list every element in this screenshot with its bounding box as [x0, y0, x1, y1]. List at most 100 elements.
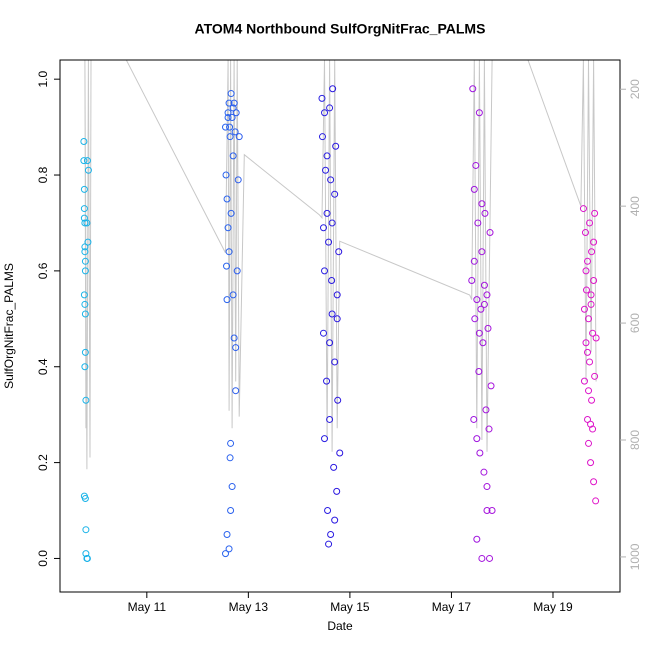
data-point — [477, 305, 485, 313]
data-point — [82, 396, 90, 404]
data-point — [482, 406, 490, 414]
data-point — [582, 339, 590, 347]
data-point — [333, 291, 341, 299]
y2-tick-label: 400 — [628, 196, 642, 216]
data-point — [231, 128, 239, 136]
data-point — [587, 459, 595, 467]
data-point — [479, 339, 487, 347]
data-point — [330, 463, 338, 471]
data-point — [585, 387, 593, 395]
data-point — [329, 85, 337, 93]
data-point — [222, 550, 230, 558]
data-point — [80, 205, 88, 213]
y2-tick-label: 200 — [628, 79, 642, 99]
data-point — [81, 300, 89, 308]
data-point — [81, 243, 89, 251]
data-point — [229, 152, 237, 160]
data-point — [84, 238, 92, 246]
data-point — [322, 166, 330, 174]
data-point — [584, 348, 592, 356]
x-axis-label: Date — [327, 619, 353, 633]
data-point — [336, 449, 344, 457]
data-point — [326, 415, 334, 423]
data-point — [321, 267, 329, 275]
data-point — [223, 195, 231, 203]
data-point — [319, 329, 327, 337]
data-point — [81, 310, 89, 318]
data-point — [325, 540, 333, 548]
pressure-line — [84, 60, 597, 470]
y-tick-label: 1.0 — [36, 71, 50, 88]
data-point — [486, 229, 494, 237]
data-point — [224, 109, 232, 117]
data-point — [483, 507, 491, 515]
data-point — [81, 495, 89, 503]
y2-tick-label: 800 — [628, 430, 642, 450]
data-point — [475, 368, 483, 376]
data-point — [80, 157, 88, 165]
data-point — [590, 276, 598, 284]
data-point — [581, 229, 589, 237]
data-point — [225, 248, 233, 256]
data-point — [486, 554, 494, 562]
data-point — [478, 554, 486, 562]
data-point — [470, 257, 478, 265]
data-point — [82, 550, 90, 558]
data-point — [318, 133, 326, 141]
data-point — [227, 209, 235, 217]
data-point — [223, 530, 231, 538]
data-point — [483, 483, 491, 491]
data-point — [235, 133, 243, 141]
data-point — [225, 99, 233, 107]
data-point — [333, 487, 341, 495]
data-point — [81, 257, 89, 265]
data-point — [473, 435, 481, 443]
data-point — [476, 449, 484, 457]
data-point — [233, 267, 241, 275]
data-point — [478, 248, 486, 256]
data-point — [480, 281, 488, 289]
chart-title: ATOM4 Northbound SulfOrgNitFrac_PALMS — [195, 21, 486, 37]
y-axis-label: SulfOrgNitFrac_PALMS — [2, 263, 16, 389]
data-point — [586, 219, 594, 227]
data-point — [584, 415, 592, 423]
data-point — [80, 137, 88, 145]
data-point — [323, 152, 331, 160]
data-point — [323, 209, 331, 217]
data-point — [82, 526, 90, 534]
data-point — [584, 257, 592, 265]
data-point — [227, 439, 235, 447]
data-point — [484, 324, 492, 332]
data-point — [472, 161, 480, 169]
data-point — [229, 104, 237, 112]
data-point — [580, 305, 588, 313]
data-point — [222, 123, 230, 131]
x-tick-label: May 19 — [533, 600, 573, 614]
data-point — [471, 315, 479, 323]
plot-frame — [59, 59, 621, 593]
data-point — [587, 420, 595, 428]
data-point — [590, 478, 598, 486]
data-point — [331, 190, 339, 198]
data-point — [480, 300, 488, 308]
data-point — [473, 296, 481, 304]
data-point — [226, 454, 234, 462]
data-point — [228, 483, 236, 491]
data-point — [80, 185, 88, 193]
data-point — [230, 99, 238, 107]
data-point — [585, 315, 593, 323]
data-point — [328, 310, 336, 318]
data-point — [325, 238, 333, 246]
data-point — [332, 142, 340, 150]
data-point — [327, 176, 335, 184]
data-point — [331, 358, 339, 366]
data-point — [475, 109, 483, 117]
data-point — [227, 507, 235, 515]
data-point — [470, 415, 478, 423]
data-point — [323, 377, 331, 385]
data-point — [321, 435, 329, 443]
data-point — [334, 396, 342, 404]
x-tick-label: May 13 — [229, 600, 269, 614]
data-point — [224, 114, 232, 122]
